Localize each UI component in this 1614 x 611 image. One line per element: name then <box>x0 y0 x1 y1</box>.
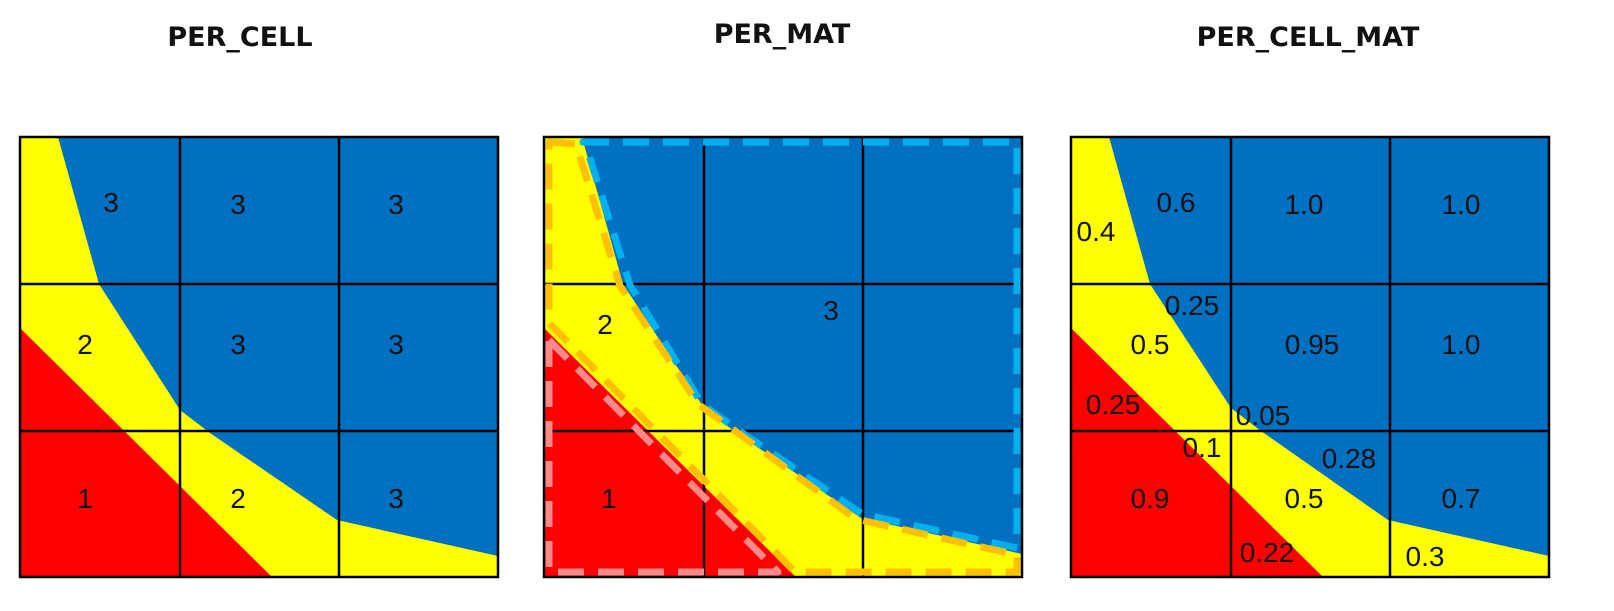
fraction-label: 0.5 <box>1131 329 1170 360</box>
cell-label: 3 <box>230 189 246 220</box>
cell-grid <box>1069 135 1551 579</box>
panel-title-per-mat: PER_MAT <box>713 19 851 50</box>
fraction-label: 0.22 <box>1240 537 1295 568</box>
material-label: 2 <box>597 309 613 340</box>
cell-label: 2 <box>77 329 93 360</box>
panel-per-cell-mat: 0.6 1.0 1.0 0.4 0.25 0.5 0.95 1.0 0.25 0… <box>1069 135 1551 579</box>
material-label: 3 <box>823 295 839 326</box>
panel-title-per-cell: PER_CELL <box>167 22 313 53</box>
fraction-label: 0.25 <box>1165 290 1220 321</box>
fraction-label: 0.7 <box>1442 483 1481 514</box>
material-1-dashed-outline <box>545 336 782 576</box>
cell-label: 3 <box>103 187 119 218</box>
fraction-label: 1.0 <box>1442 329 1481 360</box>
panel-per-mat: 2 3 1 <box>542 135 1024 579</box>
fraction-label: 1.0 <box>1285 189 1324 220</box>
fraction-label: 0.1 <box>1183 432 1222 463</box>
panel-title-per-cell-mat: PER_CELL_MAT <box>1196 22 1420 53</box>
cell-grid <box>542 135 1024 579</box>
material-label: 1 <box>601 483 617 514</box>
fraction-label: 0.28 <box>1322 443 1377 474</box>
fraction-label: 0.9 <box>1131 483 1170 514</box>
fraction-label: 0.3 <box>1406 541 1445 572</box>
fraction-label: 0.95 <box>1285 329 1340 360</box>
fraction-label: 0.25 <box>1086 389 1141 420</box>
cell-label: 3 <box>230 329 246 360</box>
fraction-label: 0.4 <box>1077 216 1116 247</box>
fraction-label: 1.0 <box>1442 189 1481 220</box>
panel-per-cell: 3 3 3 2 3 3 1 2 3 <box>18 135 500 579</box>
cell-label: 3 <box>388 329 404 360</box>
region-material-1 <box>1071 328 1323 577</box>
region-material-1 <box>20 328 272 577</box>
cell-label: 1 <box>77 483 93 514</box>
fraction-label: 0.5 <box>1285 483 1324 514</box>
fraction-label: 0.6 <box>1157 187 1196 218</box>
fraction-label: 0.05 <box>1236 400 1291 431</box>
cell-label: 3 <box>388 483 404 514</box>
cell-label: 3 <box>388 189 404 220</box>
cell-label: 2 <box>230 483 246 514</box>
region-material-1 <box>544 328 796 577</box>
material-3-dashed-outline <box>579 138 1021 552</box>
cell-grid <box>18 135 500 579</box>
material-2-dashed-outline <box>545 138 1021 576</box>
